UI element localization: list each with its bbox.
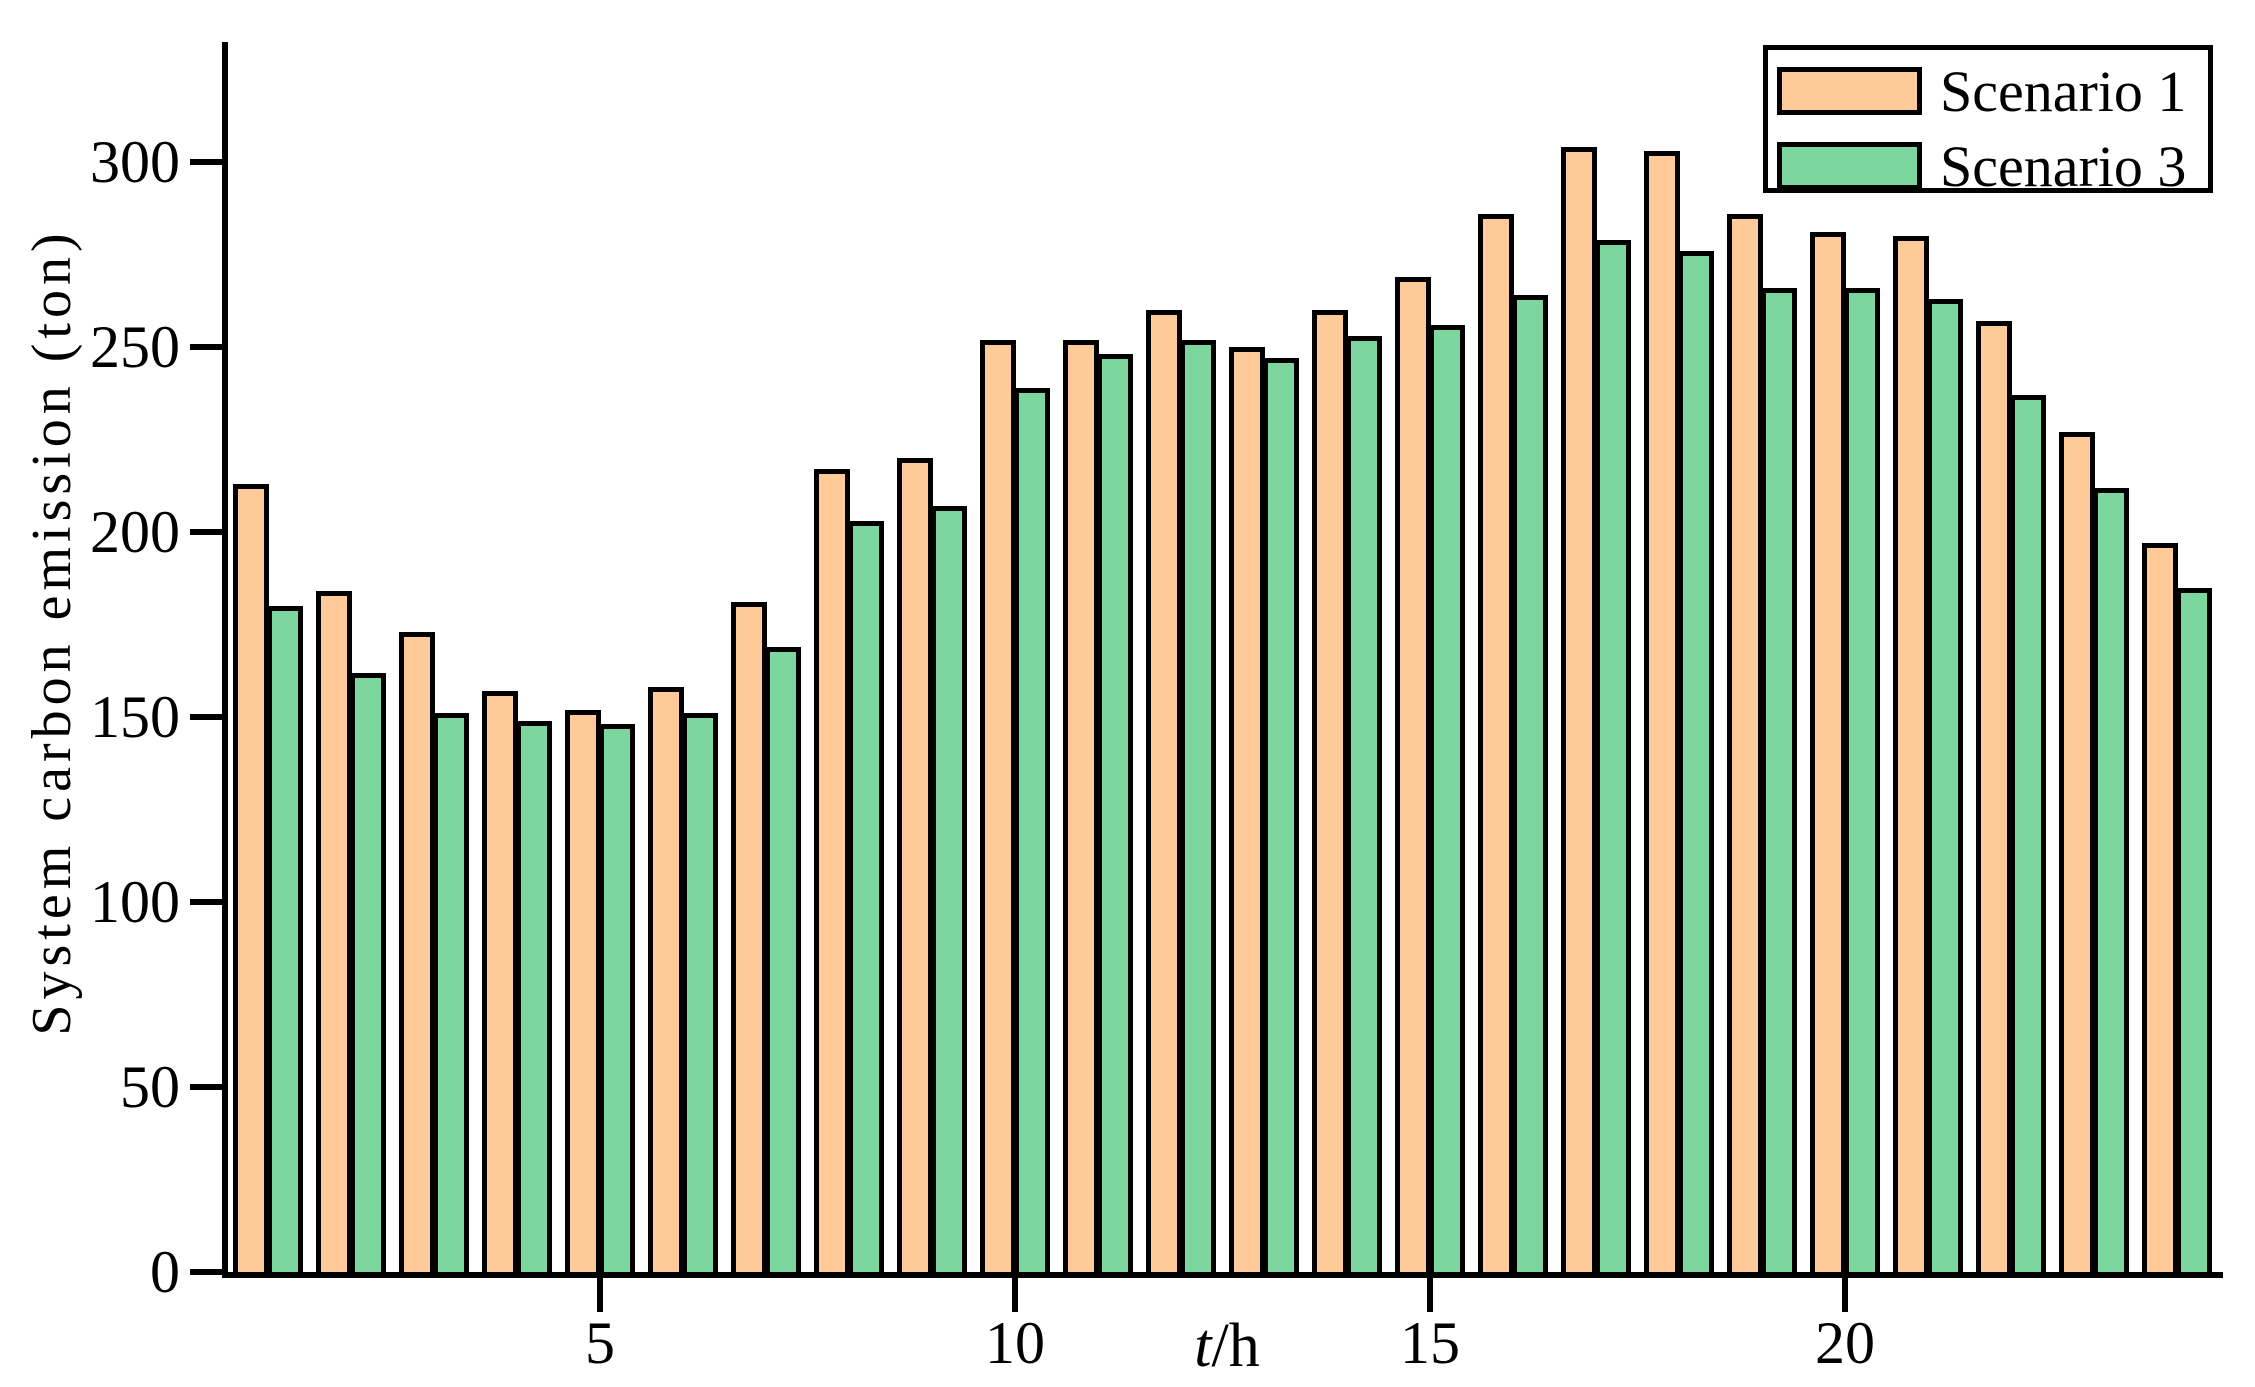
x-axis-title: t/h	[1137, 1314, 1317, 1378]
bar-scenario-3-hour-13	[1263, 358, 1299, 1277]
bar-scenario-3-hour-2	[350, 672, 386, 1277]
x-axis-title-unit: /h	[1211, 1312, 1260, 1380]
bar-scenario-1-hour-17	[1561, 147, 1597, 1277]
bar-scenario-1-hour-20	[1810, 232, 1846, 1277]
bar-scenario-1-hour-10	[980, 339, 1016, 1277]
bar-scenario-3-hour-18	[1678, 250, 1714, 1277]
bar-scenario-1-hour-5	[565, 709, 601, 1277]
bar-scenario-1-hour-14	[1312, 310, 1348, 1277]
bar-scenario-1-hour-16	[1478, 213, 1514, 1277]
bar-scenario-3-hour-14	[1346, 335, 1382, 1277]
y-tick-label-150: 150	[90, 684, 180, 750]
y-tick-label-100: 100	[90, 869, 180, 935]
bar-scenario-3-hour-19	[1761, 287, 1797, 1277]
x-tick-label-10: 10	[985, 1310, 1045, 1376]
bar-scenario-3-hour-11	[1097, 354, 1133, 1277]
legend-swatch-scenario-3	[1777, 142, 1922, 190]
y-axis-line	[222, 42, 228, 1278]
bar-scenario-1-hour-2	[316, 591, 352, 1277]
y-tick-label-300: 300	[90, 129, 180, 195]
bar-scenario-1-hour-7	[731, 602, 767, 1277]
y-axis-title: System carbon emission (ton)	[21, 228, 83, 1036]
bar-scenario-3-hour-21	[1927, 298, 1963, 1277]
bar-scenario-1-hour-1	[233, 483, 269, 1277]
bar-scenario-1-hour-6	[648, 687, 684, 1277]
bar-scenario-1-hour-3	[399, 631, 435, 1277]
bar-scenario-1-hour-8	[814, 469, 850, 1277]
bar-scenario-1-hour-4	[482, 691, 518, 1277]
legend: Scenario 1 Scenario 3	[1763, 45, 2213, 199]
bar-scenario-3-hour-22	[2010, 395, 2046, 1277]
bar-scenario-3-hour-7	[765, 646, 801, 1277]
y-tick-150	[190, 714, 222, 720]
bar-scenario-3-hour-24	[2176, 587, 2212, 1277]
bar-scenario-1-hour-11	[1063, 339, 1099, 1277]
legend-label-scenario-1: Scenario 1	[1940, 59, 2187, 124]
bar-scenario-3-hour-5	[599, 724, 635, 1277]
y-tick-300	[190, 159, 222, 165]
bar-scenario-3-hour-17	[1595, 239, 1631, 1277]
x-tick-10	[1012, 1278, 1018, 1312]
bar-scenario-1-hour-24	[2142, 543, 2178, 1277]
bar-scenario-3-hour-10	[1014, 387, 1050, 1277]
y-tick-0	[190, 1269, 222, 1275]
bar-scenario-1-hour-15	[1395, 276, 1431, 1277]
x-tick-label-20: 20	[1815, 1310, 1875, 1376]
x-axis-title-variable: t	[1194, 1312, 1212, 1380]
bar-scenario-1-hour-12	[1146, 310, 1182, 1277]
bar-scenario-3-hour-1	[267, 606, 303, 1277]
bar-scenario-1-hour-13	[1229, 347, 1265, 1277]
bar-scenario-1-hour-23	[2059, 432, 2095, 1277]
bar-scenario-1-hour-22	[1976, 321, 2012, 1277]
bar-scenario-3-hour-15	[1429, 324, 1465, 1277]
x-tick-label-5: 5	[585, 1310, 615, 1376]
bar-scenario-1-hour-21	[1893, 236, 1929, 1277]
x-tick-15	[1427, 1278, 1433, 1312]
bar-scenario-3-hour-6	[682, 713, 718, 1277]
y-tick-100	[190, 899, 222, 905]
bar-scenario-3-hour-9	[931, 506, 967, 1277]
y-tick-250	[190, 344, 222, 350]
bar-scenario-3-hour-20	[1844, 287, 1880, 1277]
bar-scenario-3-hour-16	[1512, 295, 1548, 1277]
x-tick-20	[1842, 1278, 1848, 1312]
legend-swatch-scenario-1	[1777, 67, 1922, 115]
bar-scenario-1-hour-19	[1727, 213, 1763, 1277]
x-tick-5	[597, 1278, 603, 1312]
legend-label-scenario-3: Scenario 3	[1940, 134, 2187, 199]
bar-scenario-3-hour-8	[848, 520, 884, 1277]
bar-scenario-1-hour-18	[1644, 150, 1680, 1277]
bar-scenario-1-hour-9	[897, 458, 933, 1277]
bar-scenario-3-hour-4	[516, 720, 552, 1277]
bar-scenario-3-hour-12	[1180, 339, 1216, 1277]
x-axis-line	[222, 1272, 2223, 1278]
bar-scenario-3-hour-23	[2093, 487, 2129, 1277]
y-tick-50	[190, 1084, 222, 1090]
y-tick-label-0: 0	[150, 1239, 180, 1305]
y-tick-label-50: 50	[120, 1054, 180, 1120]
x-tick-label-15: 15	[1400, 1310, 1460, 1376]
y-tick-200	[190, 529, 222, 535]
y-tick-label-200: 200	[90, 499, 180, 565]
y-tick-label-250: 250	[90, 314, 180, 380]
bar-scenario-3-hour-3	[433, 713, 469, 1277]
